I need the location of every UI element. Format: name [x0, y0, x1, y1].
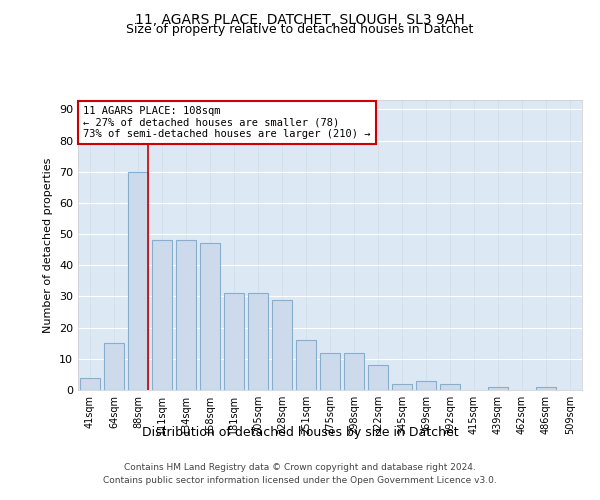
Bar: [248, 294, 268, 390]
Text: Size of property relative to detached houses in Datchet: Size of property relative to detached ho…: [127, 22, 473, 36]
Text: Contains public sector information licensed under the Open Government Licence v3: Contains public sector information licen…: [103, 476, 497, 485]
Bar: [128, 172, 148, 390]
Bar: [488, 387, 508, 390]
Bar: [80, 378, 100, 390]
Bar: [296, 340, 316, 390]
Bar: [368, 365, 388, 390]
Bar: [320, 352, 340, 390]
Bar: [176, 240, 196, 390]
Text: 11 AGARS PLACE: 108sqm
← 27% of detached houses are smaller (78)
73% of semi-det: 11 AGARS PLACE: 108sqm ← 27% of detached…: [83, 106, 371, 139]
Text: Distribution of detached houses by size in Datchet: Distribution of detached houses by size …: [142, 426, 458, 439]
Bar: [272, 300, 292, 390]
Bar: [104, 343, 124, 390]
Bar: [416, 380, 436, 390]
Bar: [152, 240, 172, 390]
Y-axis label: Number of detached properties: Number of detached properties: [43, 158, 53, 332]
Bar: [392, 384, 412, 390]
Bar: [440, 384, 460, 390]
Bar: [344, 352, 364, 390]
Bar: [200, 244, 220, 390]
Text: Contains HM Land Registry data © Crown copyright and database right 2024.: Contains HM Land Registry data © Crown c…: [124, 464, 476, 472]
Bar: [536, 387, 556, 390]
Bar: [224, 294, 244, 390]
Text: 11, AGARS PLACE, DATCHET, SLOUGH, SL3 9AH: 11, AGARS PLACE, DATCHET, SLOUGH, SL3 9A…: [135, 12, 465, 26]
